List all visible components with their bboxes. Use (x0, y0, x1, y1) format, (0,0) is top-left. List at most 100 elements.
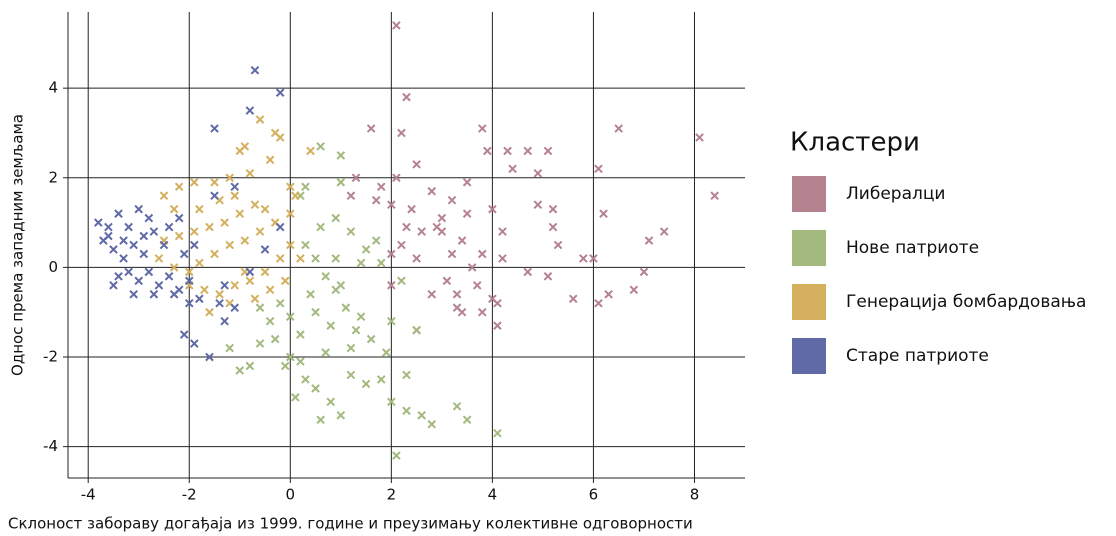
point (154, 254, 164, 263)
point (402, 370, 411, 380)
point (280, 276, 290, 286)
point (366, 334, 376, 344)
point (376, 182, 386, 192)
point (139, 249, 149, 259)
point (695, 133, 704, 142)
point (154, 281, 164, 290)
point (220, 218, 229, 227)
point (604, 289, 613, 299)
point (392, 173, 401, 183)
point (296, 330, 305, 339)
point (275, 133, 285, 142)
point (311, 384, 320, 393)
y-axis-label: Однос према западним земљама (9, 114, 27, 376)
point (296, 254, 305, 263)
point (245, 267, 255, 277)
point (225, 240, 234, 250)
point (548, 204, 558, 214)
point (462, 415, 472, 425)
point (189, 177, 199, 187)
point (326, 321, 336, 330)
point (427, 419, 437, 429)
point (250, 294, 260, 304)
point (235, 366, 245, 375)
point (361, 245, 371, 254)
point (210, 177, 219, 187)
point (134, 276, 144, 286)
legend-label: Либералци (846, 184, 945, 204)
point (427, 289, 437, 299)
legend-label: Старе патриоте (846, 346, 989, 366)
point (149, 227, 159, 236)
point (407, 204, 416, 214)
x-tick-label: 0 (286, 486, 296, 504)
point (280, 361, 290, 371)
point (240, 142, 250, 151)
point (195, 294, 204, 304)
point (356, 312, 366, 321)
x-tick-label: 2 (387, 486, 397, 504)
point (159, 191, 169, 201)
point (245, 361, 255, 371)
point (260, 245, 270, 254)
point (189, 227, 199, 236)
point (250, 200, 260, 209)
point (371, 236, 381, 245)
point (235, 209, 245, 218)
legend-swatch (792, 176, 826, 212)
point (119, 254, 128, 263)
point (523, 267, 533, 277)
x-tick-label: -4 (81, 486, 96, 504)
point (205, 307, 214, 317)
point (119, 236, 128, 245)
point (498, 227, 507, 236)
point (457, 307, 467, 317)
point (291, 393, 300, 402)
point (336, 410, 346, 420)
point (316, 222, 325, 232)
point (255, 227, 265, 236)
x-axis-label: Склоност забораву догађаја из 1999. годи… (8, 515, 693, 533)
point (488, 204, 497, 214)
point (301, 375, 310, 384)
point (387, 281, 396, 290)
point (503, 146, 512, 156)
point (159, 240, 169, 250)
point (225, 173, 234, 183)
point (285, 209, 295, 218)
legend-label: Генерација бомбардовања (846, 292, 1086, 312)
point (275, 88, 285, 97)
point (412, 254, 421, 263)
point (225, 343, 234, 353)
point (275, 222, 285, 232)
point (210, 124, 219, 133)
point (346, 343, 356, 353)
point (124, 267, 133, 277)
point (346, 370, 356, 380)
point (412, 160, 421, 169)
point (331, 254, 341, 263)
point (129, 240, 138, 250)
point (493, 298, 502, 308)
point (104, 222, 113, 232)
point (149, 289, 159, 299)
point (392, 451, 401, 460)
point (321, 348, 330, 357)
point (447, 249, 457, 259)
point (245, 106, 255, 115)
point (437, 213, 447, 223)
y-tick-label: 0 (48, 258, 58, 276)
point (129, 289, 138, 299)
point (210, 249, 219, 259)
point (599, 209, 608, 218)
point (285, 182, 295, 192)
point (477, 249, 487, 259)
point (291, 191, 300, 201)
point (230, 191, 240, 201)
point (533, 200, 543, 209)
point (306, 289, 315, 299)
point (387, 316, 396, 326)
point (275, 254, 285, 263)
legend-label: Нове патриоте (846, 238, 979, 258)
